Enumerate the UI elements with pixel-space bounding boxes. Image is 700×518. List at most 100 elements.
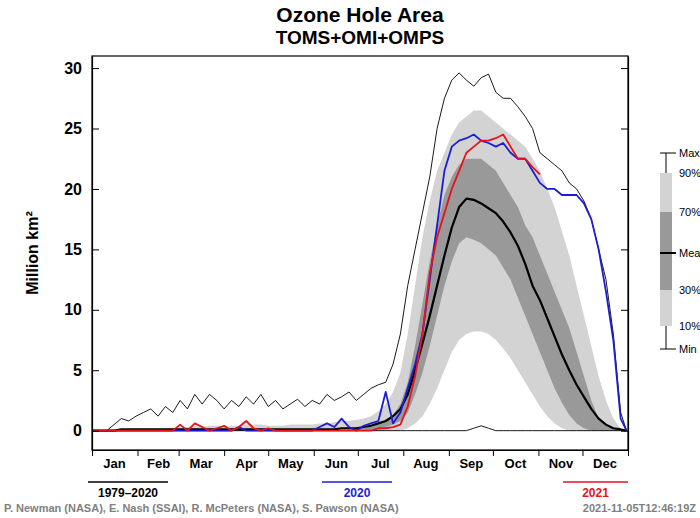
x-tick: Aug [413, 450, 438, 471]
y-tick: 30 [64, 60, 99, 77]
y-tick: 15 [64, 241, 99, 258]
x-tick: May [278, 450, 304, 471]
tick-label: May [278, 456, 304, 471]
tick-label: Jun [325, 456, 348, 471]
envelope-line [92, 73, 627, 431]
y-tick-right [621, 310, 628, 311]
tick-mark [621, 370, 628, 371]
tick-label: Sep [459, 456, 483, 471]
tick-label: Nov [549, 456, 574, 471]
y-tick: 20 [64, 181, 99, 198]
legend-label: Max [679, 147, 700, 159]
tick-mark [92, 310, 99, 311]
tick-mark [621, 68, 628, 69]
legend-cap [660, 349, 676, 350]
legend-swatch [660, 173, 672, 253]
tick-label: Oct [505, 456, 527, 471]
y-tick: 5 [73, 362, 99, 379]
chart-svg: 0 5 10 15 20 25 30 Jan Feb Mar Apr May Jun Jul Aug Sep O… [0, 0, 700, 518]
timestamp: 2021-11-05T12:46:19Z [583, 502, 696, 514]
axis-line [92, 57, 93, 451]
x-tick: Feb [147, 450, 170, 471]
x-axis: Jan Feb Mar Apr May Jun Jul Aug Sep Oct Nov Dec [93, 450, 629, 471]
y-tick: 0 [73, 422, 99, 439]
legend-label: 90% [679, 167, 700, 179]
tick-label: Apr [235, 456, 257, 471]
x-tick: Nov [549, 450, 574, 471]
y-tick-right [621, 129, 628, 130]
legend-label: 30% [679, 284, 700, 296]
legend-cap [660, 153, 676, 154]
tick-label: Jan [103, 456, 125, 471]
axis-line [93, 450, 629, 451]
y-tick: 25 [64, 120, 99, 137]
axis-line [93, 450, 629, 451]
tick-mark [621, 310, 628, 311]
tick-mark [92, 129, 99, 130]
tick-label: 20 [64, 181, 82, 198]
period-underline [322, 481, 392, 483]
x-tick: Jan [103, 450, 125, 471]
tick-label: 30 [64, 60, 82, 77]
x-tick: Apr [235, 450, 257, 471]
tick-mark [92, 249, 99, 250]
year-line [92, 135, 540, 431]
period-underline [563, 481, 628, 483]
tick-label: Mar [190, 456, 213, 471]
tick-label: 25 [64, 120, 82, 137]
y-axis-right [621, 57, 629, 451]
period-underline [88, 481, 168, 483]
legend-label: 10% [679, 320, 700, 332]
background [0, 0, 700, 518]
legend: Max 90% 70% Mean 30% 10% Min [660, 147, 700, 355]
y-tick-right [621, 189, 628, 190]
axis-line [628, 57, 629, 451]
tick-mark [621, 249, 628, 250]
tick-mark [621, 431, 628, 432]
period-legend: 1979–202020202021 [88, 482, 628, 500]
y-tick: 10 [64, 301, 99, 318]
y-axis: 0 5 10 15 20 25 30 [64, 57, 99, 451]
credits: P. Newman (NASA), E. Nash (SSAI), R. McP… [4, 502, 399, 514]
y-tick-right [621, 249, 628, 250]
x-tick: Sep [459, 450, 483, 471]
legend-label: Mean [679, 247, 700, 259]
tick-label: Jul [371, 456, 390, 471]
subtitle: TOMS+OMI+OMPS [276, 27, 445, 48]
tick-mark [621, 189, 628, 190]
y-tick-right [621, 68, 628, 69]
x-tick: Jun [325, 450, 348, 471]
mean-line [92, 199, 627, 431]
tick-label: Feb [147, 456, 170, 471]
x-tick: Jul [371, 450, 390, 471]
tick-label: 0 [73, 422, 82, 439]
percentile-band [92, 159, 627, 431]
x-tick: Dec [593, 450, 617, 471]
legend-mean [660, 252, 676, 254]
year-line [92, 135, 627, 431]
x-tick: Oct [505, 450, 527, 471]
tick-label: Aug [413, 456, 438, 471]
legend-label: Min [679, 343, 697, 355]
tick-mark [92, 370, 99, 371]
title: Ozone Hole Area [276, 3, 444, 26]
period-label: 1979–2020 [98, 486, 158, 500]
tick-mark [92, 68, 99, 69]
chart-container: 0 5 10 15 20 25 30 Jan Feb Mar Apr May Jun Jul Aug Sep O… [0, 0, 700, 518]
tick-label: 10 [64, 301, 82, 318]
y-axis-title: Million km² [24, 211, 41, 295]
tick-mark [621, 129, 628, 130]
legend-swatch [660, 253, 672, 290]
x-tick: Mar [190, 450, 213, 471]
plot-area [92, 73, 627, 431]
y-tick-right [621, 370, 628, 371]
legend-swatch [660, 253, 672, 326]
period-label: 2021 [582, 486, 609, 500]
tick-label: 5 [73, 362, 82, 379]
legend-label: 70% [679, 206, 700, 218]
legend-swatch [660, 212, 672, 253]
y-tick-right [621, 431, 628, 432]
tick-label: 15 [64, 241, 82, 258]
plot-frame [92, 56, 628, 450]
tick-label: Dec [593, 456, 617, 471]
